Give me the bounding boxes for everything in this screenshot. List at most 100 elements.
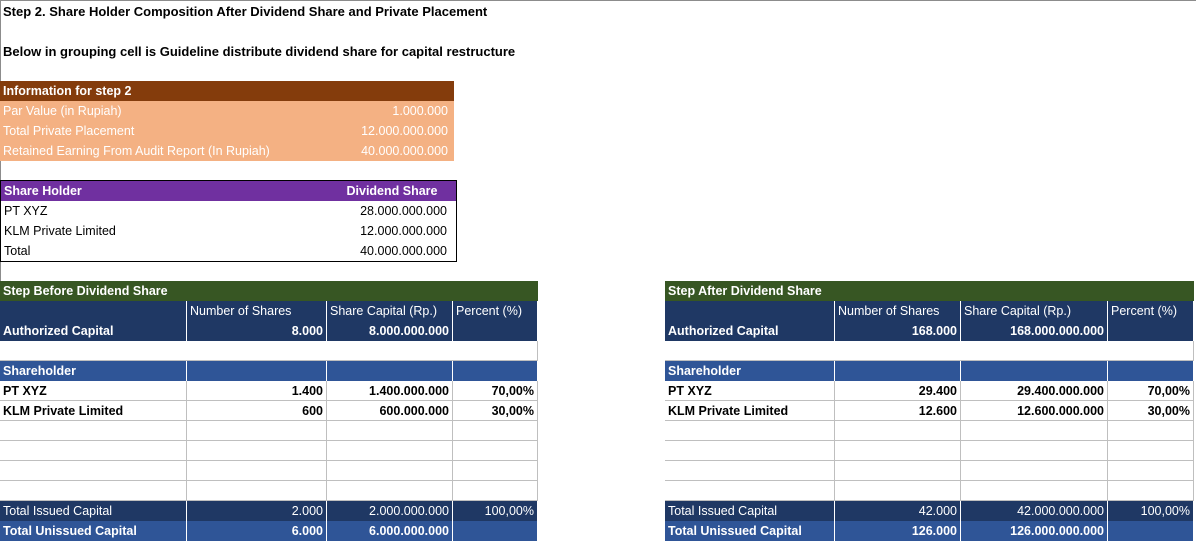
holder-name[interactable]: PT XYZ (0, 381, 187, 401)
empty-cell[interactable] (327, 421, 453, 441)
holder-capital[interactable]: 1.400.000.000 (327, 381, 453, 401)
dividend-header-row[interactable]: Share Holder Dividend Share (1, 181, 456, 201)
info-header[interactable]: Information for step 2 (3, 84, 132, 98)
empty-cell[interactable] (187, 461, 327, 481)
step-after-title[interactable]: Step After Dividend Share (668, 284, 822, 298)
holder-name[interactable]: KLM Private Limited (665, 401, 835, 421)
info-row[interactable]: Retained Earning From Audit Report (In R… (0, 141, 454, 161)
holder-percent[interactable]: 70,00% (453, 381, 538, 401)
empty-cell[interactable] (961, 441, 1108, 461)
col-blank[interactable] (665, 301, 835, 321)
issued-shares[interactable]: 42.000 (835, 501, 961, 521)
empty-cell[interactable] (0, 441, 187, 461)
empty-cell[interactable] (1108, 421, 1194, 441)
unissued-percent[interactable] (453, 521, 538, 541)
blank-cell[interactable] (0, 341, 538, 361)
step-before-title-row[interactable]: Step Before Dividend Share (0, 281, 538, 301)
unissued-capital[interactable]: 126.000.000.000 (961, 521, 1108, 541)
empty-cell[interactable] (453, 441, 538, 461)
info-label[interactable]: Retained Earning From Audit Report (In R… (3, 144, 270, 158)
empty-cell[interactable] (453, 481, 538, 501)
holder-shares[interactable]: 12.600 (835, 401, 961, 421)
shareholder-header-cell[interactable] (327, 361, 453, 381)
empty-cell[interactable] (665, 421, 835, 441)
shareholder-header-cell[interactable] (1108, 361, 1194, 381)
holder-shares[interactable]: 1.400 (187, 381, 327, 401)
authorized-label[interactable]: Authorized Capital (665, 321, 835, 341)
unissued-label[interactable]: Total Unissued Capital (665, 521, 835, 541)
dividend-holder[interactable]: KLM Private Limited (4, 224, 116, 238)
empty-cell[interactable] (327, 481, 453, 501)
unissued-capital[interactable]: 6.000.000.000 (327, 521, 453, 541)
col-percent[interactable]: Percent (%) (1108, 301, 1194, 321)
shareholder-header-cell[interactable] (961, 361, 1108, 381)
info-label[interactable]: Par Value (in Rupiah) (3, 104, 122, 118)
empty-cell[interactable] (187, 481, 327, 501)
holder-shares[interactable]: 29.400 (835, 381, 961, 401)
empty-cell[interactable] (0, 481, 187, 501)
dividend-holder[interactable]: Total (4, 244, 31, 258)
info-label[interactable]: Total Private Placement (3, 124, 135, 138)
empty-cell[interactable] (1108, 481, 1194, 501)
col-number-of-shares[interactable]: Number of Shares (835, 301, 961, 321)
authorized-shares[interactable]: 8.000 (187, 321, 327, 341)
dividend-col-share[interactable]: Dividend Share (346, 184, 438, 198)
authorized-percent[interactable] (453, 321, 538, 341)
unissued-shares[interactable]: 126.000 (835, 521, 961, 541)
dividend-holder[interactable]: PT XYZ (4, 204, 48, 218)
holder-percent[interactable]: 30,00% (1108, 401, 1194, 421)
col-blank[interactable] (0, 301, 187, 321)
shareholder-header-cell[interactable] (187, 361, 327, 381)
info-header-row[interactable]: Information for step 2 (0, 81, 454, 101)
holder-shares[interactable]: 600 (187, 401, 327, 421)
issued-label[interactable]: Total Issued Capital (665, 501, 835, 521)
holder-capital[interactable]: 12.600.000.000 (961, 401, 1108, 421)
step-after-title-row[interactable]: Step After Dividend Share (665, 281, 1194, 301)
dividend-value[interactable]: 40.000.000.000 (360, 244, 447, 258)
holder-percent[interactable]: 30,00% (453, 401, 538, 421)
info-value[interactable]: 40.000.000.000 (361, 144, 448, 158)
empty-cell[interactable] (453, 461, 538, 481)
unissued-label[interactable]: Total Unissued Capital (0, 521, 187, 541)
col-percent[interactable]: Percent (%) (453, 301, 538, 321)
info-row[interactable]: Total Private Placement 12.000.000.000 (0, 121, 454, 141)
issued-capital[interactable]: 2.000.000.000 (327, 501, 453, 521)
empty-cell[interactable] (665, 441, 835, 461)
issued-percent[interactable]: 100,00% (1108, 501, 1194, 521)
empty-cell[interactable] (835, 481, 961, 501)
shareholder-label[interactable]: Shareholder (665, 361, 835, 381)
dividend-row[interactable]: KLM Private Limited 12.000.000.000 (1, 221, 456, 241)
empty-cell[interactable] (187, 421, 327, 441)
issued-shares[interactable]: 2.000 (187, 501, 327, 521)
holder-capital[interactable]: 600.000.000 (327, 401, 453, 421)
empty-cell[interactable] (961, 421, 1108, 441)
dividend-row[interactable]: Total 40.000.000.000 (1, 241, 456, 261)
empty-cell[interactable] (1108, 441, 1194, 461)
info-value[interactable]: 12.000.000.000 (361, 124, 448, 138)
dividend-row[interactable]: PT XYZ 28.000.000.000 (1, 201, 456, 221)
empty-cell[interactable] (327, 461, 453, 481)
empty-cell[interactable] (835, 461, 961, 481)
dividend-value[interactable]: 12.000.000.000 (360, 224, 447, 238)
shareholder-header-cell[interactable] (453, 361, 538, 381)
info-row[interactable]: Par Value (in Rupiah) 1.000.000 (0, 101, 454, 121)
authorized-capital[interactable]: 168.000.000.000 (961, 321, 1108, 341)
authorized-shares[interactable]: 168.000 (835, 321, 961, 341)
empty-cell[interactable] (961, 461, 1108, 481)
holder-name[interactable]: KLM Private Limited (0, 401, 187, 421)
authorized-capital[interactable]: 8.000.000.000 (327, 321, 453, 341)
step-before-title[interactable]: Step Before Dividend Share (3, 284, 168, 298)
col-share-capital[interactable]: Share Capital (Rp.) (961, 301, 1108, 321)
authorized-label[interactable]: Authorized Capital (0, 321, 187, 341)
empty-cell[interactable] (835, 441, 961, 461)
empty-cell[interactable] (0, 421, 187, 441)
empty-cell[interactable] (665, 481, 835, 501)
holder-name[interactable]: PT XYZ (665, 381, 835, 401)
issued-label[interactable]: Total Issued Capital (0, 501, 187, 521)
holder-percent[interactable]: 70,00% (1108, 381, 1194, 401)
empty-cell[interactable] (453, 421, 538, 441)
shareholder-header-cell[interactable] (835, 361, 961, 381)
empty-cell[interactable] (1108, 461, 1194, 481)
empty-cell[interactable] (665, 461, 835, 481)
issued-capital[interactable]: 42.000.000.000 (961, 501, 1108, 521)
